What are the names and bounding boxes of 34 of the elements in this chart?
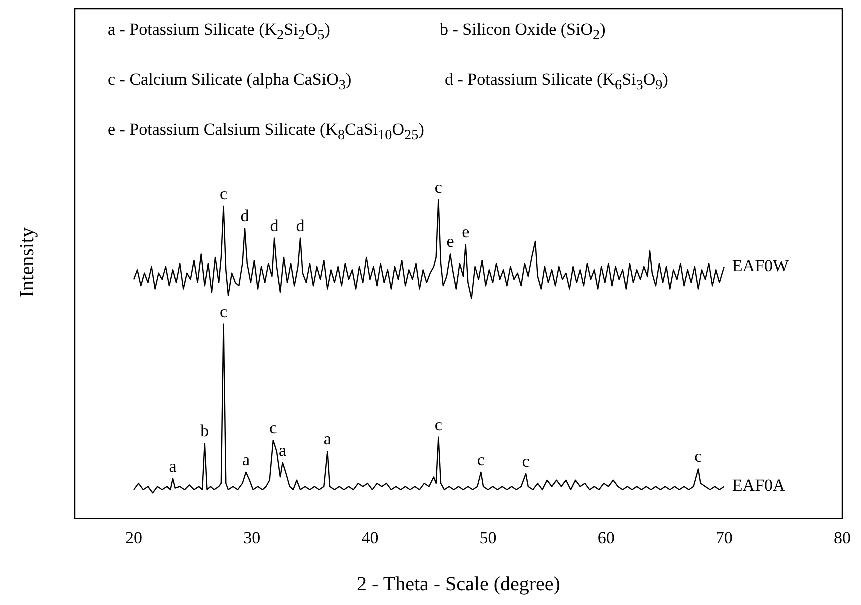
annotation: a bbox=[324, 430, 332, 449]
annotation: d bbox=[270, 216, 280, 236]
x-tick-label: 80 bbox=[834, 528, 851, 548]
series-label: EAF0W bbox=[732, 256, 790, 276]
annotation: d bbox=[240, 206, 250, 226]
annotation: a bbox=[279, 440, 288, 460]
annotation: c bbox=[694, 447, 703, 466]
x-tick-label: 70 bbox=[716, 528, 733, 548]
annotation: d bbox=[296, 216, 306, 236]
text: a - Potassium Silicate (K$_{2}$Si$_{2}$O$_{5}$) bbox=[108, 20, 330, 44]
annotation: c bbox=[220, 302, 228, 322]
x-axis-title: 2 - Theta - Scale (degree) bbox=[357, 573, 560, 596]
series-label: EAF0A bbox=[732, 476, 786, 496]
text: e - Potassium Calsium Silicate (K$_{8}$CaSi$_{10}$O$_{25}$) bbox=[108, 120, 424, 144]
annotation: c bbox=[522, 452, 530, 471]
annotation: c bbox=[477, 450, 486, 470]
annotation: a bbox=[169, 456, 178, 476]
x-tick-label: 30 bbox=[244, 528, 261, 548]
annotation: a bbox=[242, 450, 250, 470]
x-tick-label: 60 bbox=[598, 528, 615, 548]
annotation: c bbox=[434, 178, 443, 198]
annotation: c bbox=[434, 415, 443, 434]
x-tick-label: 40 bbox=[362, 528, 379, 548]
annotation: c bbox=[270, 418, 278, 438]
annotation: e bbox=[446, 232, 454, 252]
text: b - Silicon Oxide (SiO$_{2}$) bbox=[440, 20, 606, 44]
annotation: e bbox=[462, 222, 470, 242]
x-tick-label: 20 bbox=[126, 528, 143, 548]
annotation: c bbox=[220, 184, 228, 204]
x-tick-label: 50 bbox=[480, 528, 497, 548]
y-axis-title: Intensity bbox=[16, 227, 40, 297]
text: c - Calcium Silicate (alpha CaSiO$_{3}$) bbox=[108, 70, 352, 94]
annotation: b bbox=[200, 422, 210, 441]
text: d - Potassium Silicate (K$_{6}$Si$_{3}$O$_{9}$) bbox=[445, 70, 668, 94]
